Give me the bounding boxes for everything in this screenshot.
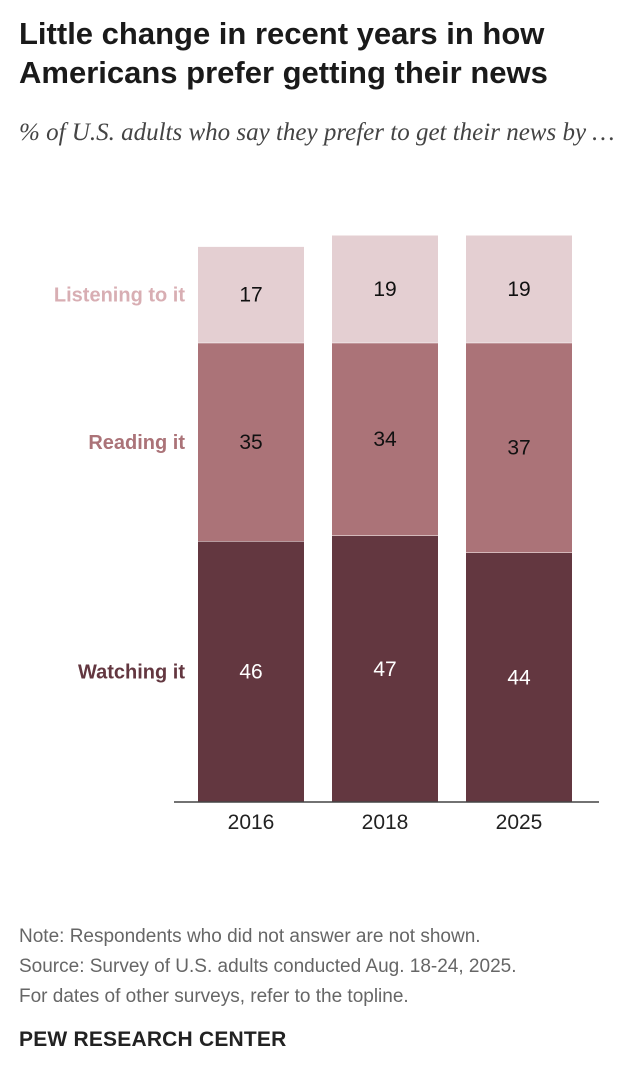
bar-watching-it-2025 — [466, 552, 572, 802]
bar-watching-it-2016 — [198, 541, 304, 802]
chart-title: Little change in recent years in how Ame… — [19, 16, 548, 90]
chart-notes: Note: Respondents who did not answer are… — [19, 922, 634, 1012]
value-label-listening-to-it-2018: 19 — [373, 278, 396, 301]
value-label-listening-to-it-2025: 19 — [507, 278, 530, 301]
value-label-listening-to-it-2016: 17 — [239, 284, 262, 307]
brand-logo-text: PEW RESEARCH CENTER — [19, 1028, 287, 1051]
bar-reading-it-2016 — [198, 342, 304, 542]
source-line: Source: Survey of U.S. adults conducted … — [19, 956, 517, 977]
x-tick-label-2018: 2018 — [362, 811, 409, 834]
series-label-watching-it: Watching it — [78, 662, 185, 684]
bar-reading-it-2018 — [332, 342, 438, 536]
topline-line: For dates of other surveys, refer to the… — [19, 986, 409, 1007]
value-label-reading-it-2018: 34 — [373, 428, 397, 451]
x-tick-label-2025: 2025 — [496, 811, 543, 834]
value-label-reading-it-2025: 37 — [507, 437, 530, 460]
bar-listening-to-it-2016 — [198, 246, 304, 343]
bar-reading-it-2025 — [466, 342, 572, 553]
value-label-watching-it-2016: 46 — [239, 661, 262, 684]
bar-watching-it-2018 — [332, 535, 438, 802]
value-label-watching-it-2018: 47 — [373, 658, 396, 681]
note-line: Note: Respondents who did not answer are… — [19, 926, 481, 947]
series-label-reading-it: Reading it — [88, 432, 185, 454]
x-tick-label-2016: 2016 — [228, 811, 275, 834]
bar-listening-to-it-2025 — [466, 235, 572, 343]
value-label-watching-it-2025: 44 — [507, 666, 531, 689]
value-label-reading-it-2016: 35 — [239, 431, 262, 454]
chart-subtitle: % of U.S. adults who say they prefer to … — [19, 119, 615, 146]
series-label-listening-to-it: Listening to it — [54, 285, 185, 307]
stacked-bar-chart: 46 35 17 2016 47 34 19 2018 44 37 19 2025 Watching i… — [54, 234, 599, 834]
bar-listening-to-it-2018 — [332, 235, 438, 343]
